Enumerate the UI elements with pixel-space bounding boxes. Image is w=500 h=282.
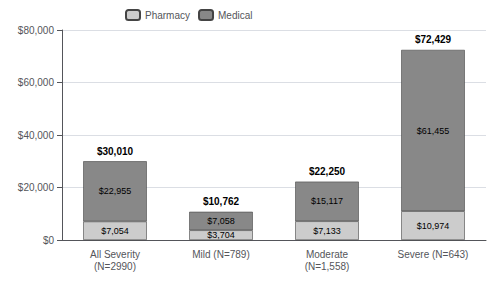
svg-text:$7,133: $7,133 — [313, 226, 341, 236]
svg-text:$60,000: $60,000 — [18, 77, 55, 88]
svg-text:$30,010: $30,010 — [97, 146, 134, 157]
svg-text:$72,429: $72,429 — [415, 34, 452, 45]
svg-text:$80,000: $80,000 — [18, 25, 55, 36]
svg-text:Medical: Medical — [218, 10, 252, 21]
svg-text:$3,704: $3,704 — [207, 230, 235, 240]
svg-text:$61,455: $61,455 — [417, 126, 450, 136]
svg-text:$10,974: $10,974 — [417, 221, 450, 231]
svg-text:$22,250: $22,250 — [309, 166, 346, 177]
svg-text:Severe (N=643): Severe (N=643) — [398, 249, 469, 260]
svg-text:$0: $0 — [43, 235, 55, 246]
svg-text:(N=2990): (N=2990) — [94, 261, 136, 272]
svg-text:$7,058: $7,058 — [207, 216, 235, 226]
svg-text:Mild (N=789): Mild (N=789) — [192, 249, 250, 260]
svg-text:Pharmacy: Pharmacy — [145, 10, 190, 21]
svg-text:$15,117: $15,117 — [311, 196, 343, 206]
svg-text:$20,000: $20,000 — [18, 182, 55, 193]
svg-text:Moderate: Moderate — [306, 249, 349, 260]
svg-text:$40,000: $40,000 — [18, 130, 55, 141]
svg-text:$7,054: $7,054 — [101, 226, 129, 236]
svg-text:(N=1,558): (N=1,558) — [305, 261, 350, 272]
svg-text:$22,955: $22,955 — [99, 186, 132, 196]
svg-text:All Severity: All Severity — [90, 249, 140, 260]
svg-text:$10,762: $10,762 — [203, 196, 240, 207]
